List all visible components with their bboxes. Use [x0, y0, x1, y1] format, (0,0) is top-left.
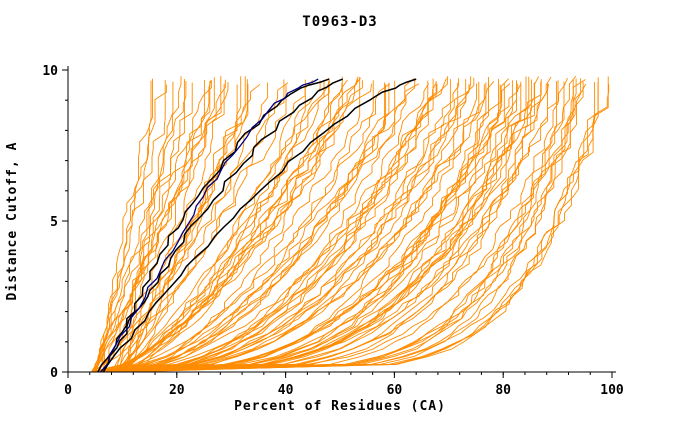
- prediction-curve: [118, 81, 542, 373]
- prediction-curve: [91, 79, 348, 373]
- prediction-curve: [125, 77, 361, 373]
- prediction-curve: [94, 83, 587, 373]
- x-tick-label: 60: [387, 383, 403, 398]
- prediction-curve: [111, 78, 330, 373]
- model-black-3: [102, 78, 417, 373]
- prediction-curve: [96, 78, 577, 373]
- prediction-curve: [111, 80, 321, 373]
- chart-title: T0963-D3: [302, 14, 377, 30]
- prediction-curve: [96, 79, 451, 373]
- prediction-curve: [116, 77, 215, 373]
- prediction-curve: [94, 76, 539, 373]
- prediction-curve: [97, 80, 513, 373]
- ensemble-curves: [90, 75, 610, 373]
- prediction-curve: [90, 82, 390, 373]
- prediction-curve: [110, 79, 285, 373]
- prediction-curve: [127, 79, 532, 373]
- y-tick-label: 0: [50, 366, 58, 381]
- axes: 0 20 40 60 80 100 0 5 10: [42, 64, 624, 398]
- prediction-curve: [97, 81, 211, 373]
- prediction-curve: [121, 83, 430, 373]
- prediction-curve: [103, 79, 306, 373]
- prediction-curve: [91, 79, 205, 373]
- prediction-curve: [124, 76, 246, 373]
- prediction-curve: [119, 81, 174, 372]
- prediction-curve: [104, 78, 358, 373]
- highlight-curves: [97, 78, 417, 373]
- x-tick-label: 80: [495, 383, 511, 398]
- prediction-curve: [111, 82, 596, 373]
- prediction-curve: [92, 75, 577, 373]
- x-tick-label: 20: [169, 383, 185, 398]
- prediction-curve: [120, 83, 390, 373]
- prediction-curve: [91, 83, 505, 373]
- prediction-curve: [104, 82, 386, 373]
- y-tick-label: 5: [50, 215, 58, 230]
- prediction-curve: [126, 82, 459, 373]
- prediction-curve: [124, 76, 530, 373]
- prediction-curve: [100, 80, 416, 373]
- prediction-curve: [94, 81, 187, 373]
- prediction-curve: [92, 84, 470, 373]
- prediction-curve: [120, 78, 582, 373]
- prediction-curve: [105, 81, 437, 373]
- prediction-curve: [90, 79, 586, 373]
- prediction-curve: [92, 82, 229, 373]
- prediction-curve: [99, 78, 510, 373]
- prediction-curve: [95, 80, 559, 373]
- model-navy: [100, 78, 319, 373]
- prediction-curve: [92, 83, 548, 373]
- prediction-curve: [114, 79, 500, 373]
- y-tick-label: 10: [42, 64, 58, 79]
- prediction-curve: [108, 76, 552, 373]
- prediction-curve: [123, 84, 238, 373]
- x-tick-label: 100: [600, 383, 624, 398]
- prediction-curve: [121, 83, 249, 373]
- prediction-curve: [125, 76, 182, 373]
- prediction-curve: [112, 81, 325, 373]
- prediction-curve: [94, 82, 193, 372]
- prediction-curve: [111, 77, 489, 373]
- prediction-curve: [111, 76, 472, 373]
- prediction-curve: [102, 77, 475, 373]
- prediction-curve: [97, 81, 480, 373]
- prediction-curve: [111, 79, 467, 373]
- prediction-curve: [92, 79, 226, 373]
- x-axis-label: Percent of Residues (CA): [234, 399, 446, 414]
- prediction-curve: [91, 80, 212, 373]
- prediction-curve: [102, 80, 363, 373]
- prediction-curve: [95, 80, 374, 373]
- prediction-curve: [93, 80, 429, 373]
- prediction-curve: [105, 83, 478, 373]
- model-black-1: [97, 78, 330, 373]
- prediction-curve: [106, 77, 361, 373]
- prediction-curve: [119, 84, 485, 373]
- prediction-curve: [126, 80, 396, 373]
- prediction-curve: [95, 80, 166, 373]
- x-tick-label: 0: [64, 383, 72, 398]
- model-black-2: [100, 78, 343, 373]
- prediction-curve: [114, 84, 438, 373]
- y-axis-label: Distance Cutoff, A: [5, 142, 20, 301]
- prediction-curve: [103, 81, 599, 373]
- x-tick-label: 40: [278, 383, 294, 398]
- prediction-curve: [105, 76, 527, 373]
